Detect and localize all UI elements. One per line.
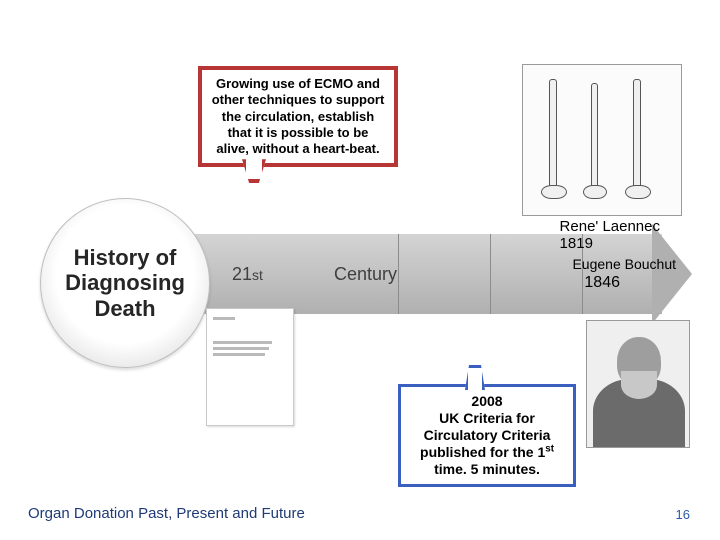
bouchut-year: 1846 — [584, 274, 620, 292]
document-thumbnail — [206, 308, 294, 426]
title-text: History of Diagnosing Death — [65, 245, 185, 321]
arrow-divider — [398, 234, 399, 314]
arrow-seg-century: Century — [334, 264, 397, 285]
callout-ecmo-text: Growing use of ECMO and other techniques… — [212, 76, 385, 156]
bouchut-name: Eugene Bouchut — [572, 256, 676, 272]
laennec-name: Rene' Laennec — [560, 218, 660, 235]
callout-2008-l3: Circulatory Criteria — [424, 427, 551, 443]
bouchut-portrait — [586, 320, 690, 448]
slide: Growing use of ECMO and other techniques… — [0, 0, 720, 540]
callout-2008: 2008 UK Criteria for Circulatory Criteri… — [398, 384, 576, 487]
stethoscope-image — [522, 64, 682, 216]
title-line2: Diagnosing — [65, 270, 185, 295]
callout-2008-year: 2008 — [471, 393, 502, 409]
callout-ecmo: Growing use of ECMO and other techniques… — [198, 66, 398, 167]
callout-2008-l5: time. 5 minutes. — [434, 461, 540, 477]
callout-2008-l4: published for the 1st — [420, 444, 554, 460]
footer-title: Organ Donation Past, Present and Future — [28, 505, 305, 522]
page-number: 16 — [676, 507, 690, 522]
title-line3: Death — [94, 296, 155, 321]
arrow-divider — [490, 234, 491, 314]
laennec-year: 1819 — [560, 235, 593, 252]
callout-2008-l2: UK Criteria for — [439, 410, 535, 426]
laennec-label: Rene' Laennec 1819 — [560, 218, 660, 252]
title-line1: History of — [74, 245, 177, 270]
arrow-seg-21st: 21st — [232, 264, 263, 285]
title-circle: History of Diagnosing Death — [40, 198, 210, 368]
